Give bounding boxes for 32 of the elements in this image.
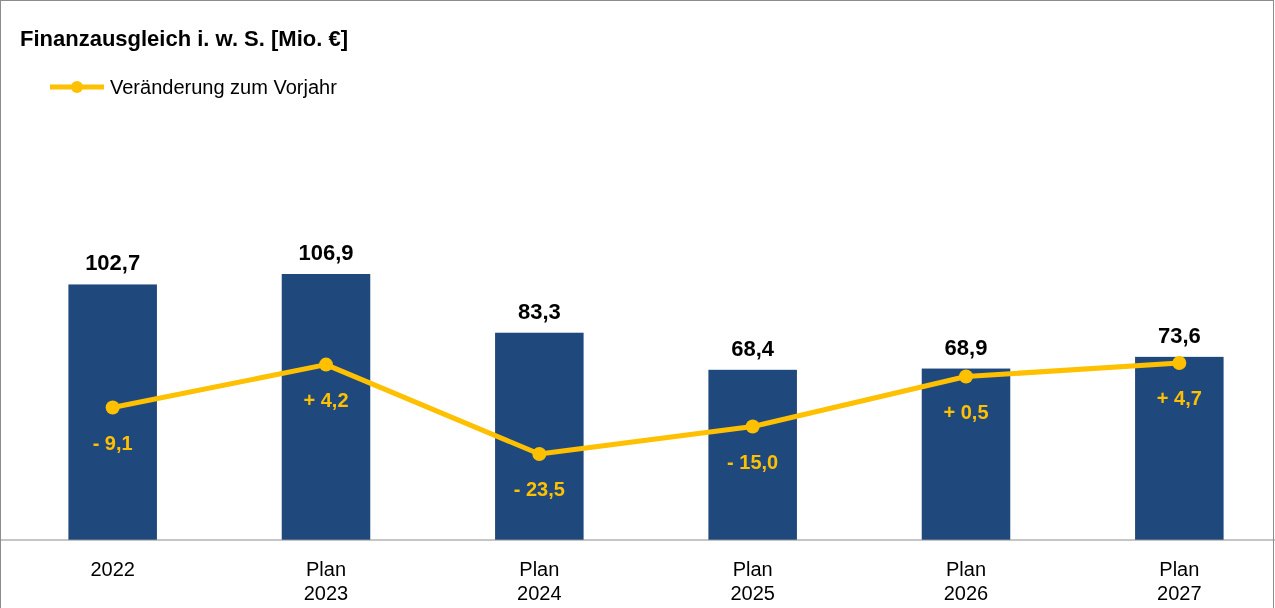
data-label: 106,9 [298, 240, 354, 265]
data-label: 102,7 [85, 250, 141, 276]
data-label: 68,4 [731, 335, 775, 361]
bar [495, 332, 584, 540]
x-tick-label: Plan 2025 [730, 558, 775, 604]
data-label: - 23,5 [513, 478, 565, 500]
data-label: - 15,0 [727, 450, 779, 473]
x-tick-label: Plan 2026 [943, 558, 989, 604]
point [532, 447, 547, 461]
point [1172, 356, 1187, 370]
bar [921, 368, 1011, 540]
bar [281, 274, 371, 540]
bar [1135, 356, 1224, 540]
data-label: 68,9 [944, 334, 988, 360]
data-label: 83,3 [517, 298, 561, 324]
bar [68, 284, 157, 540]
data-label: + 4,7 [1156, 387, 1202, 409]
point [105, 400, 120, 415]
data-label: + 4,2 [303, 388, 349, 411]
data-label: - 9,1 [92, 431, 133, 454]
data-label: + 0,5 [943, 400, 989, 423]
x-tick-label: 2022 [90, 558, 135, 580]
legend-label: Veränderung zum Vorjahr [110, 76, 338, 98]
data-label: 73,6 [1157, 322, 1201, 348]
bar [708, 369, 797, 540]
point [319, 357, 333, 372]
point [959, 369, 973, 384]
x-tick-label: Plan 2027 [1157, 558, 1202, 604]
chart-title: Finanzausgleich i. w. S. [Mio. €] [20, 26, 349, 51]
x-tick-label: Plan 2024 [517, 558, 562, 604]
point [745, 419, 760, 434]
x-tick-label: Plan 2023 [303, 558, 349, 604]
